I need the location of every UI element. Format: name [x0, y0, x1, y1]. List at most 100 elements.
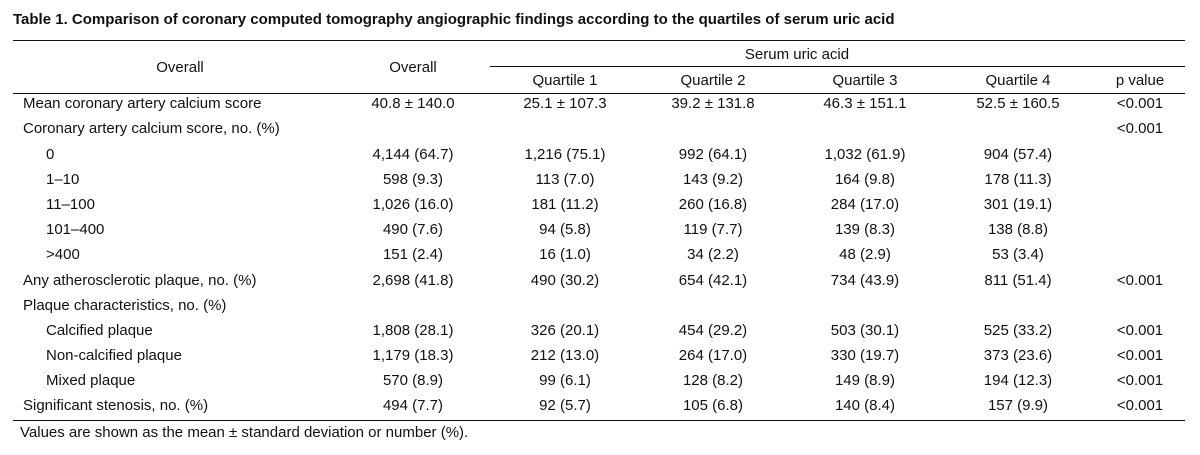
cell-quartile-2: 992 (64.1) [678, 146, 748, 163]
cell-quartile-2: 260 (16.8) [678, 196, 748, 213]
cell-quartile-4: 194 (12.3) [983, 372, 1053, 389]
header-label-column: Overall [156, 59, 204, 76]
cell-quartile-3: 139 (8.3) [834, 221, 896, 238]
header-serum-uric-acid: Serum uric acid [744, 46, 850, 63]
top-rule [13, 40, 1185, 41]
cell-quartile-2: 454 (29.2) [678, 322, 748, 339]
row-label: 11–100 [46, 196, 95, 213]
row-label: Plaque characteristics, no. (%) [23, 297, 227, 314]
cell-quartile-3: 140 (8.4) [834, 397, 896, 414]
header-quartile-3: Quartile 3 [832, 72, 898, 89]
cell-quartile-4: 301 (19.1) [983, 196, 1053, 213]
cell-quartile-2: 143 (9.2) [682, 171, 744, 188]
table-row: 0 4,144 (64.7) 1,216 (75.1) 992 (64.1) 1,032… [13, 146, 1185, 171]
table-row: Plaque characteristics, no. (%) [13, 297, 1185, 322]
table-row: Non-calcified plaque 1,179 (18.3) 212 (13.… [13, 347, 1185, 372]
cell-p-value: <0.001 [1116, 272, 1164, 289]
group-rule [490, 66, 1185, 67]
cell-quartile-3: 48 (2.9) [839, 246, 891, 263]
cell-p-value: <0.001 [1116, 397, 1164, 414]
cell-quartile-4: 52.5 ± 160.5 [976, 95, 1060, 112]
table-row: 11–100 1,026 (16.0) 181 (11.2) 260 (16.8) 28… [13, 196, 1185, 221]
header-quartile-1: Quartile 1 [532, 72, 598, 89]
cell-quartile-3: 1,032 (61.9) [824, 146, 906, 163]
cell-quartile-4: 525 (33.2) [983, 322, 1053, 339]
cell-quartile-1: 490 (30.2) [530, 272, 600, 289]
cell-quartile-1: 92 (5.7) [539, 397, 591, 414]
row-label: 1–10 [46, 171, 80, 188]
row-label: Coronary artery calcium score, no. (%) [23, 120, 280, 137]
header-p-value: p value [1115, 72, 1165, 89]
cell-quartile-1: 1,216 (75.1) [524, 146, 606, 163]
table-row: Any atherosclerotic plaque, no. (%) 2,698… [13, 272, 1185, 297]
footnote: Values are shown as the mean ± standard … [20, 424, 469, 441]
cell-quartile-4: 373 (23.6) [983, 347, 1053, 364]
cell-quartile-1: 113 (7.0) [535, 171, 595, 188]
cell-quartile-2: 119 (7.7) [683, 221, 743, 238]
cell-quartile-1: 181 (11.2) [531, 196, 599, 213]
table-row: 101–400 490 (7.6) 94 (5.8) 119 (7.7) 139 (8.… [13, 221, 1185, 246]
table-row: Coronary artery calcium score, no. (%) <0… [13, 120, 1185, 145]
table-row: Calcified plaque 1,808 (28.1) 326 (20.1) 45… [13, 322, 1185, 347]
cell-quartile-1: 16 (1.0) [539, 246, 591, 263]
row-label: Calcified plaque [46, 322, 153, 339]
row-label: Significant stenosis, no. (%) [23, 397, 209, 414]
cell-p-value: <0.001 [1116, 347, 1164, 364]
cell-quartile-3: 503 (30.1) [830, 322, 900, 339]
cell-quartile-2: 654 (42.1) [678, 272, 748, 289]
cell-quartile-4: 811 (51.4) [984, 272, 1052, 289]
cell-quartile-3: 734 (43.9) [830, 272, 900, 289]
cell-overall: 4,144 (64.7) [372, 146, 454, 163]
cell-overall: 570 (8.9) [382, 372, 444, 389]
cell-quartile-2: 105 (6.8) [682, 397, 744, 414]
cell-quartile-1: 25.1 ± 107.3 [523, 95, 607, 112]
cell-p-value: <0.001 [1116, 120, 1164, 137]
cell-overall: 2,698 (41.8) [372, 272, 454, 289]
row-label: >400 [46, 246, 80, 263]
cell-quartile-4: 904 (57.4) [983, 146, 1053, 163]
header-quartile-2: Quartile 2 [680, 72, 746, 89]
cell-quartile-2: 264 (17.0) [678, 347, 748, 364]
cell-p-value: <0.001 [1116, 372, 1164, 389]
cell-overall: 40.8 ± 140.0 [371, 95, 455, 112]
cell-quartile-1: 326 (20.1) [530, 322, 600, 339]
cell-overall: 490 (7.6) [382, 221, 444, 238]
cell-quartile-2: 39.2 ± 131.8 [671, 95, 755, 112]
cell-quartile-4: 138 (8.8) [987, 221, 1049, 238]
cell-quartile-4: 157 (9.9) [987, 397, 1049, 414]
row-label: Mean coronary artery calcium score [23, 95, 262, 112]
cell-overall: 1,808 (28.1) [372, 322, 454, 339]
cell-quartile-3: 284 (17.0) [830, 196, 900, 213]
header-rule [13, 93, 1185, 94]
cell-overall: 598 (9.3) [382, 171, 444, 188]
row-label: 0 [46, 146, 55, 163]
table-title: Table 1. Comparison of coronary computed… [13, 11, 895, 28]
cell-quartile-3: 164 (9.8) [834, 171, 896, 188]
cell-overall: 151 (2.4) [382, 246, 444, 263]
bottom-rule [13, 420, 1185, 421]
table-row: Mean coronary artery calcium score 40.8 ±… [13, 95, 1185, 120]
cell-overall: 1,179 (18.3) [372, 347, 454, 364]
cell-quartile-1: 94 (5.8) [539, 221, 591, 238]
table-row: Significant stenosis, no. (%) 494 (7.7) 92… [13, 397, 1185, 422]
cell-quartile-3: 330 (19.7) [830, 347, 900, 364]
cell-quartile-2: 34 (2.2) [687, 246, 739, 263]
row-label: Any atherosclerotic plaque, no. (%) [23, 272, 257, 289]
table-row: Mixed plaque 570 (8.9) 99 (6.1) 128 (8.2) 14… [13, 372, 1185, 397]
cell-quartile-1: 99 (6.1) [539, 372, 591, 389]
row-label: Mixed plaque [46, 372, 136, 389]
cell-quartile-4: 53 (3.4) [992, 246, 1044, 263]
cell-p-value: <0.001 [1116, 322, 1164, 339]
cell-p-value: <0.001 [1116, 95, 1164, 112]
cell-quartile-2: 128 (8.2) [682, 372, 744, 389]
cell-quartile-1: 212 (13.0) [530, 347, 600, 364]
cell-quartile-3: 46.3 ± 151.1 [823, 95, 907, 112]
header-overall: Overall [389, 59, 437, 76]
table-row: 1–10 598 (9.3) 113 (7.0) 143 (9.2) 164 (9.8)… [13, 171, 1185, 196]
cell-overall: 494 (7.7) [382, 397, 444, 414]
table-row: >400 151 (2.4) 16 (1.0) 34 (2.2) 48 (2.9) 53 … [13, 246, 1185, 271]
cell-overall: 1,026 (16.0) [372, 196, 454, 213]
cell-quartile-4: 178 (11.3) [984, 171, 1052, 188]
header-quartile-4: Quartile 4 [985, 72, 1051, 89]
row-label: 101–400 [46, 221, 105, 238]
